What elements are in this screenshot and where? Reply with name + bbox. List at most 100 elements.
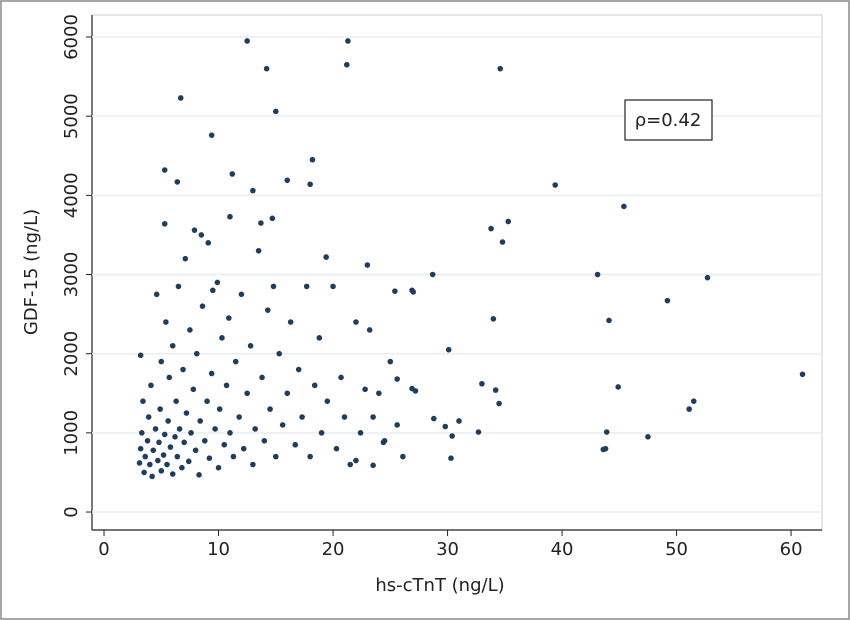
x-tick-label: 50 <box>665 539 688 560</box>
point <box>410 289 417 295</box>
point <box>603 429 610 435</box>
point <box>343 61 350 68</box>
point <box>269 215 276 222</box>
point <box>161 167 168 173</box>
point <box>303 283 310 290</box>
point <box>226 315 232 321</box>
point <box>201 437 208 444</box>
point <box>153 291 160 298</box>
point <box>204 398 210 404</box>
point <box>412 388 419 394</box>
x-tick-label: 20 <box>322 539 345 560</box>
point <box>431 415 437 422</box>
point <box>387 358 394 365</box>
point <box>429 271 436 278</box>
point <box>690 398 697 404</box>
point <box>323 254 329 260</box>
point <box>492 387 499 393</box>
point <box>330 283 336 290</box>
point <box>686 406 692 412</box>
point <box>223 382 230 389</box>
point <box>664 297 671 304</box>
point <box>157 406 163 412</box>
point <box>307 181 313 188</box>
point <box>316 335 323 341</box>
point <box>496 400 502 407</box>
point <box>357 430 364 436</box>
point <box>552 182 558 188</box>
point <box>445 346 452 353</box>
point <box>216 406 223 412</box>
point <box>645 434 651 440</box>
point <box>199 303 206 309</box>
point <box>174 179 181 185</box>
point <box>137 445 144 452</box>
point <box>270 283 277 290</box>
x-tick-label: 10 <box>207 539 230 560</box>
point <box>456 418 462 424</box>
point <box>338 374 344 381</box>
point <box>240 445 247 452</box>
point <box>196 472 202 478</box>
point <box>400 453 406 460</box>
point <box>366 327 373 333</box>
y-tick-label: 2000 <box>61 331 82 377</box>
point <box>449 433 455 439</box>
point <box>394 376 400 382</box>
point <box>311 382 318 389</box>
point <box>333 445 340 452</box>
point <box>166 374 173 381</box>
point <box>167 444 174 450</box>
point <box>180 366 186 373</box>
point <box>227 213 233 220</box>
x-tick-label: 30 <box>436 539 459 560</box>
point <box>210 287 216 294</box>
point <box>238 291 245 298</box>
point <box>215 464 222 471</box>
point <box>175 283 182 290</box>
point <box>183 410 190 416</box>
point <box>156 439 162 446</box>
point <box>247 342 254 349</box>
point <box>258 220 264 226</box>
point <box>615 384 621 390</box>
point <box>594 271 601 278</box>
point <box>179 464 185 471</box>
point <box>309 156 316 163</box>
point <box>267 406 273 412</box>
y-tick-label: 4000 <box>61 172 82 218</box>
point <box>475 429 482 435</box>
point <box>364 262 371 268</box>
point <box>169 342 176 349</box>
point <box>264 307 271 313</box>
point <box>147 461 153 468</box>
point <box>370 462 376 469</box>
point <box>394 422 400 428</box>
point <box>185 458 192 465</box>
point <box>221 441 228 448</box>
x-tick-label: 40 <box>551 539 574 560</box>
point <box>208 132 215 138</box>
point <box>284 177 291 184</box>
x-tick-label: 0 <box>98 539 109 560</box>
point <box>499 239 506 245</box>
y-tick-label: 3000 <box>61 252 82 298</box>
point <box>307 453 313 460</box>
point <box>272 108 279 115</box>
y-tick-label: 0 <box>61 506 82 517</box>
point <box>188 430 194 436</box>
point <box>155 457 161 464</box>
point <box>381 437 388 444</box>
point <box>292 441 299 448</box>
point <box>295 366 302 373</box>
point <box>704 274 711 281</box>
point <box>299 414 305 420</box>
point <box>490 316 497 322</box>
y-tick-label: 5000 <box>61 93 82 139</box>
point <box>376 390 382 397</box>
point <box>214 279 221 286</box>
point <box>259 374 265 381</box>
point <box>137 352 144 359</box>
point <box>176 426 183 432</box>
